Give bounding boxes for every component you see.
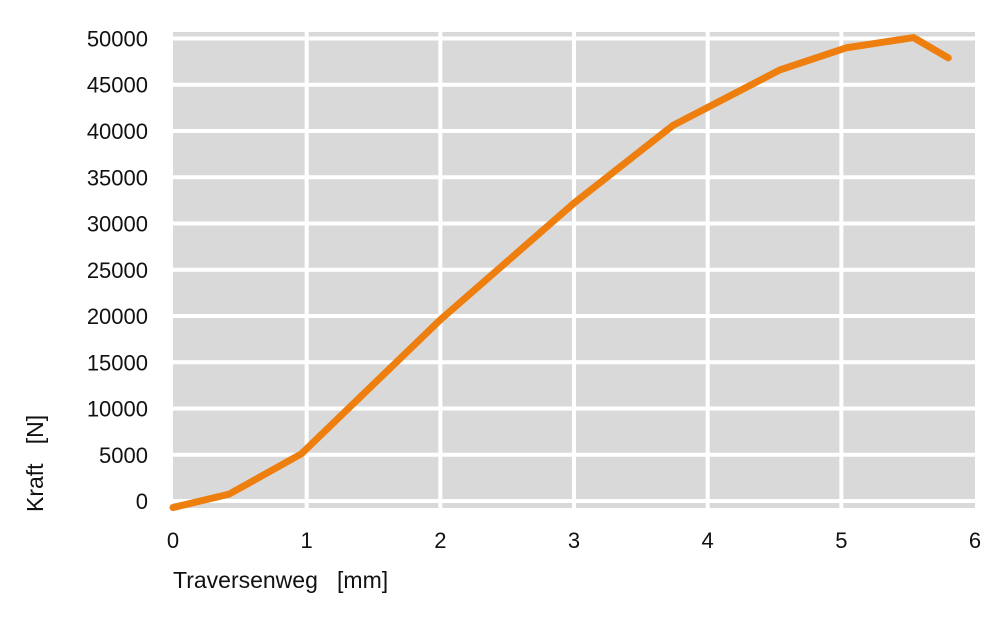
series-line	[169, 34, 952, 512]
grid	[173, 32, 975, 508]
y-tick-label: 5000	[99, 443, 148, 468]
y-tick-label: 45000	[87, 73, 148, 98]
y-tick-label: 40000	[87, 119, 148, 144]
x-tick-label: 6	[969, 528, 981, 553]
y-tick-label: 20000	[87, 304, 148, 329]
y-axis-label: Kraft [N]	[22, 415, 48, 512]
y-tick-label: 0	[136, 489, 148, 514]
x-axis-label: Traversenweg [mm]	[173, 567, 388, 593]
x-tick-label: 2	[434, 528, 446, 553]
x-tick-label: 4	[702, 528, 714, 553]
x-tick-labels: 0 1 2 3 4 5 6	[167, 528, 981, 553]
x-tick-label: 0	[167, 528, 179, 553]
y-tick-label: 10000	[87, 397, 148, 422]
x-tick-label: 1	[301, 528, 313, 553]
x-tick-label: 5	[835, 528, 847, 553]
y-tick-label: 35000	[87, 165, 148, 190]
y-tick-label: 50000	[87, 26, 148, 51]
y-tick-labels: 0 5000 10000 15000 20000 25000 30000 35000 40000…	[87, 26, 148, 514]
y-tick-label: 15000	[87, 350, 148, 375]
y-tick-label: 30000	[87, 212, 148, 237]
y-tick-label: 25000	[87, 258, 148, 283]
x-tick-label: 3	[568, 528, 580, 553]
